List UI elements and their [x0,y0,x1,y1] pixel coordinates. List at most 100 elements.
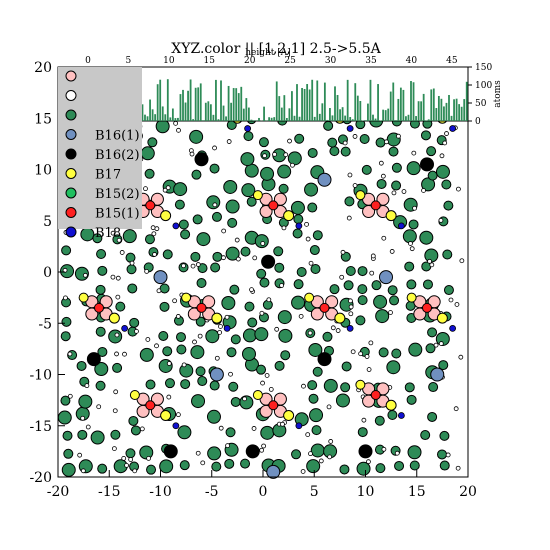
atom-point [420,430,431,441]
atom-point [76,360,87,371]
atom-point [404,382,415,393]
histogram-bar [199,83,202,121]
atom-point [181,362,187,368]
atom-point [295,422,303,430]
atom-point [388,146,399,157]
atom-point [62,267,68,273]
legend-marker [65,70,77,82]
x-tick-label: -5 [205,484,219,500]
histogram-bar [182,89,184,121]
atom-point [61,245,72,256]
atom-point [307,330,313,336]
atom-point [67,393,73,399]
histogram-bar [232,88,235,121]
histogram-bar [417,101,420,121]
atom-point [330,325,336,331]
y-tick-label: -10 [29,368,52,384]
atom-point [370,253,376,259]
histogram-bar [258,117,260,121]
atom-point [326,404,332,410]
atom-point [140,146,155,161]
atom-point [323,378,338,393]
atom-point [125,252,136,263]
atom-point [159,301,170,312]
atom-point [345,265,356,276]
atom-point [221,228,227,234]
atom-point [114,332,120,338]
atom-point [259,404,273,418]
histogram-bar [356,95,359,121]
atom-point [422,302,432,313]
atom-point [62,430,73,441]
histogram-bar [407,114,410,121]
atom-point [404,261,415,272]
atom-point [211,211,222,222]
atom-point [406,292,417,303]
atom-point [212,202,218,208]
atom-point [97,463,108,474]
atom-point [258,137,269,148]
histogram-bar [367,103,369,121]
atom-point [280,421,285,427]
atom-point [455,465,461,471]
histogram-bar [306,84,309,121]
atom-point [230,334,241,345]
atom-point [212,251,223,262]
histogram-bar [329,108,331,121]
atom-point [158,330,169,341]
histogram-bar [280,107,283,121]
histogram-bar [171,108,174,121]
atom-point [419,230,434,245]
histogram-bar [437,95,440,121]
atom-point [391,180,402,191]
histogram-bar [415,116,417,121]
histogram-bar [177,117,179,121]
atom-point [252,190,263,201]
histogram-bar [245,98,248,121]
atom-point [191,394,206,409]
histogram-bar [265,120,268,121]
atom-point [350,349,356,355]
atom-point [80,227,95,242]
histogram-bar [450,115,453,121]
histogram-bar [445,102,448,121]
atom-point [145,337,151,342]
atom-point [80,415,86,421]
atom-point [421,188,426,193]
atom-point [127,283,138,294]
atom-point [226,347,237,358]
atom-point [373,294,388,309]
atom-point [132,468,138,474]
histogram-bar [453,99,455,121]
atom-point [412,205,417,211]
atom-point [259,205,273,219]
legend-marker [65,207,77,218]
histogram-bar [291,91,293,121]
atom-point [283,410,295,421]
histogram-y-tick-label: 150 [475,63,492,73]
atom-point [448,297,454,303]
atom-point [378,160,384,166]
atom-point [277,164,292,179]
atom-point [307,202,318,213]
atom-point [212,145,217,151]
histogram-bar [341,107,344,121]
histogram-bar [339,109,341,121]
atom-point [136,404,150,418]
histogram-bar [194,87,197,121]
histogram-bar [263,106,265,121]
y-tick-label: -5 [38,316,52,332]
atom-point [355,190,366,201]
atom-point [196,278,207,289]
atom-point [340,382,351,393]
atom-point [240,458,251,469]
atom-point [144,268,150,274]
atom-point [357,427,368,438]
atom-point [160,410,172,421]
atom-point [146,464,157,475]
atom-point [192,339,197,345]
atom-point [260,425,275,440]
atom-point [346,125,354,132]
atom-point [344,196,355,207]
atom-point [283,152,289,158]
